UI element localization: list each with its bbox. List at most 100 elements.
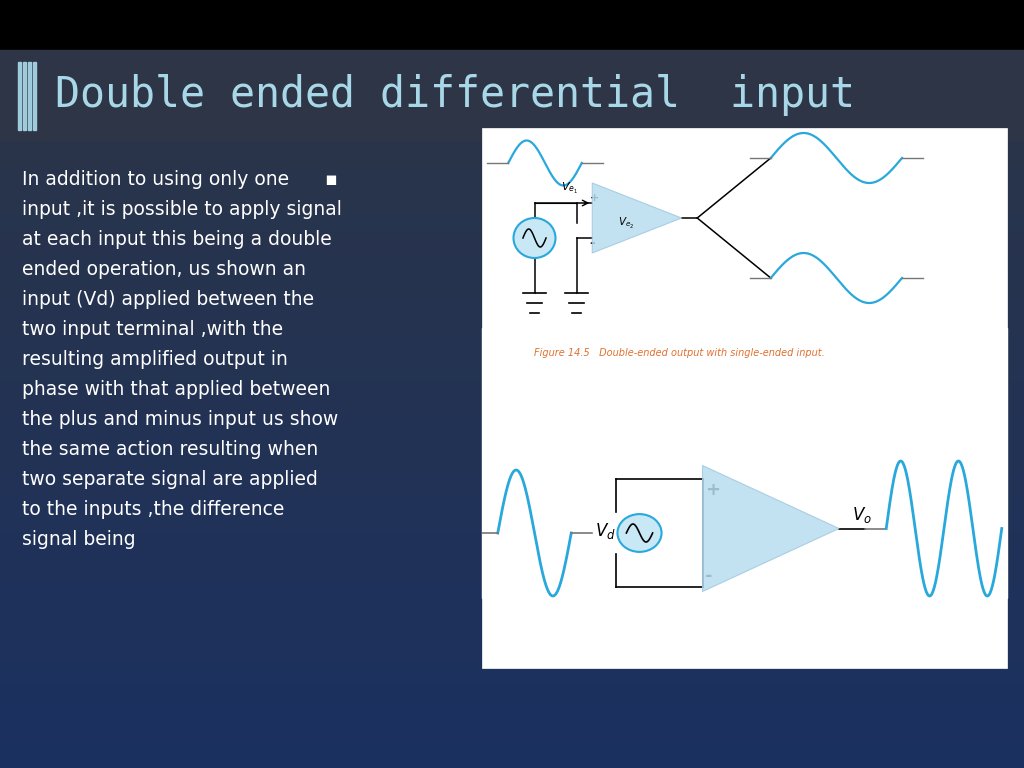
Bar <box>0 164 1024 165</box>
Bar <box>0 138 1024 140</box>
Bar <box>0 457 1024 459</box>
Bar <box>0 739 1024 741</box>
Bar <box>0 276 1024 279</box>
Bar <box>0 421 1024 422</box>
Bar <box>0 657 1024 658</box>
Bar <box>0 296 1024 298</box>
Bar <box>0 680 1024 682</box>
Bar <box>0 177 1024 178</box>
Bar <box>0 388 1024 390</box>
Bar <box>0 184 1024 186</box>
Bar <box>0 48 1024 50</box>
Bar <box>0 183 1024 184</box>
Bar <box>0 275 1024 276</box>
Bar <box>0 294 1024 296</box>
Bar <box>23 62 26 130</box>
Bar <box>0 693 1024 695</box>
Bar <box>0 568 1024 570</box>
Bar <box>0 157 1024 160</box>
Bar <box>0 124 1024 127</box>
Bar <box>0 190 1024 192</box>
Text: Double ended differential  input: Double ended differential input <box>55 74 855 116</box>
Bar <box>0 87 1024 88</box>
Bar <box>0 576 1024 578</box>
Bar <box>0 169 1024 171</box>
Bar <box>0 313 1024 315</box>
Bar <box>0 154 1024 155</box>
Bar <box>0 509 1024 511</box>
Bar <box>0 539 1024 541</box>
Bar <box>0 758 1024 760</box>
Text: +: + <box>706 482 720 499</box>
Text: $V_{e_1}$: $V_{e_1}$ <box>561 180 578 196</box>
Bar <box>0 621 1024 622</box>
Bar <box>0 379 1024 380</box>
Bar <box>0 128 1024 131</box>
Bar <box>0 751 1024 753</box>
Bar <box>0 173 1024 174</box>
Bar <box>0 634 1024 636</box>
Text: at each input this being a double: at each input this being a double <box>22 230 332 249</box>
Bar <box>0 613 1024 614</box>
Bar <box>0 564 1024 567</box>
Bar <box>0 478 1024 480</box>
Bar <box>0 413 1024 415</box>
Bar <box>0 411 1024 413</box>
Bar <box>0 429 1024 430</box>
Bar <box>0 38 1024 40</box>
Bar <box>0 691 1024 694</box>
Bar <box>0 628 1024 630</box>
Bar <box>0 684 1024 685</box>
Bar <box>0 465 1024 467</box>
Bar <box>0 365 1024 367</box>
Bar <box>0 353 1024 355</box>
Bar <box>0 237 1024 238</box>
Bar <box>0 753 1024 754</box>
Bar <box>0 321 1024 323</box>
Bar <box>0 246 1024 247</box>
Bar <box>0 396 1024 398</box>
Bar <box>0 482 1024 484</box>
Bar <box>0 557 1024 558</box>
Bar <box>0 2 1024 4</box>
Bar <box>0 424 1024 426</box>
Bar <box>0 261 1024 263</box>
Bar <box>0 223 1024 224</box>
Bar <box>0 371 1024 372</box>
Bar <box>0 144 1024 146</box>
Bar <box>0 347 1024 349</box>
Bar <box>0 700 1024 703</box>
Bar <box>0 484 1024 486</box>
Bar <box>0 64 1024 65</box>
Bar <box>0 255 1024 257</box>
Bar <box>0 708 1024 710</box>
Bar <box>0 490 1024 492</box>
Bar <box>0 0 1024 50</box>
Bar <box>0 545 1024 547</box>
Bar <box>0 534 1024 536</box>
Bar <box>0 593 1024 595</box>
Bar <box>0 100 1024 102</box>
Bar <box>0 723 1024 726</box>
Bar <box>0 401 1024 403</box>
Bar <box>0 79 1024 81</box>
Bar <box>0 624 1024 626</box>
Bar <box>0 682 1024 684</box>
Bar <box>0 28 1024 31</box>
Bar <box>482 128 1007 378</box>
Bar <box>0 736 1024 737</box>
Bar <box>0 325 1024 326</box>
Bar <box>0 670 1024 672</box>
Bar <box>0 65 1024 67</box>
Text: $V_{e_2}$: $V_{e_2}$ <box>618 216 635 230</box>
Bar <box>0 133 1024 134</box>
Bar <box>0 178 1024 180</box>
Bar <box>0 334 1024 336</box>
Bar <box>0 15 1024 17</box>
Bar <box>0 134 1024 137</box>
Bar <box>0 330 1024 333</box>
Bar <box>0 461 1024 462</box>
Bar <box>0 359 1024 361</box>
Bar <box>0 111 1024 113</box>
Bar <box>0 248 1024 250</box>
